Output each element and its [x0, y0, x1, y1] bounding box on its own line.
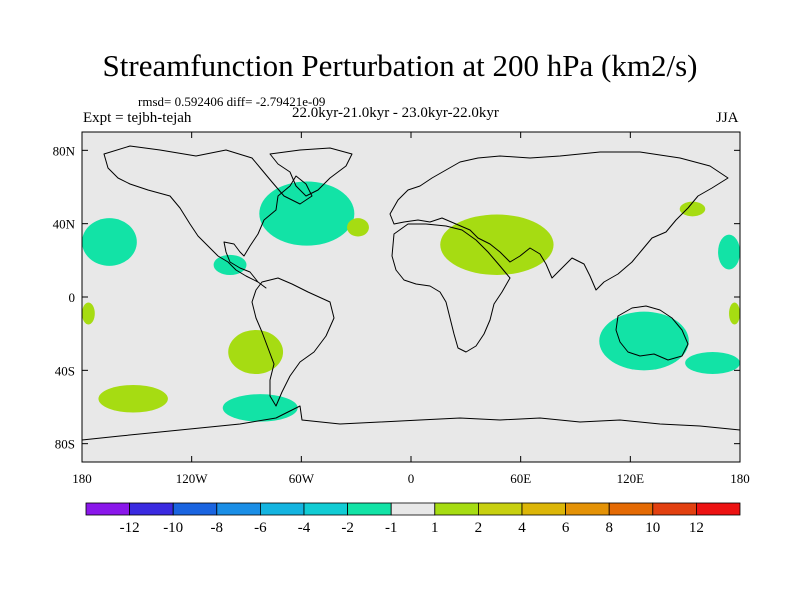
colorbar-swatch — [390, 502, 436, 516]
rmsd-label: rmsd= 0.592406 diff= -2.79421e-09 — [138, 94, 326, 109]
colorbar-label: 4 — [518, 520, 526, 536]
x-tick-label: 120W — [176, 471, 209, 486]
x-tick-label: 120E — [617, 471, 645, 486]
greenland-coast — [269, 147, 353, 197]
region-south-pacific — [98, 385, 168, 413]
colorbar-label: -10 — [163, 520, 183, 536]
region-mid-atlantic — [347, 218, 369, 237]
colorbar-swatch — [259, 502, 305, 516]
colorbar-swatch — [172, 502, 218, 516]
colorbar-label: 2 — [475, 520, 483, 536]
region-drake-passage — [222, 394, 298, 422]
region-west-pacific-dateline — [718, 234, 740, 270]
region-tasman-sea — [685, 352, 740, 374]
colorbar-swatch — [521, 502, 566, 516]
colorbar-swatch — [565, 502, 610, 516]
colorbar-label: 8 — [605, 520, 613, 536]
colorbar-label: -2 — [341, 520, 354, 536]
x-tick-label: 60E — [510, 471, 531, 486]
x-axis: 180 120W 60W 0 60E 120E 180 — [72, 132, 750, 486]
region-north-atlantic — [259, 181, 355, 246]
south-america-coast — [251, 277, 335, 407]
y-tick-label: 0 — [69, 290, 76, 305]
colorbar-label: -6 — [254, 520, 267, 536]
region-central-america — [213, 254, 247, 275]
region-australia — [599, 311, 689, 371]
x-tick-label: 180 — [72, 471, 92, 486]
colorbar-label: 12 — [689, 520, 704, 536]
colorbar-swatch — [477, 502, 523, 516]
perturbation-regions — [82, 181, 740, 422]
experiment-label: Expt = tejbh-tejah — [83, 110, 192, 126]
colorbar-label: 10 — [645, 520, 660, 536]
colorbar-label: -1 — [385, 520, 398, 536]
season-label: JJA — [716, 110, 739, 126]
colorbar-label: 6 — [562, 520, 570, 536]
y-tick-label: 40S — [55, 363, 75, 378]
colorbar-swatch — [129, 502, 174, 516]
region-equatorial-dateline-east — [729, 302, 740, 325]
region-north-pacific-east — [82, 218, 137, 266]
colorbar-label: -4 — [298, 520, 311, 536]
region-east-of-japan — [679, 201, 706, 217]
x-tick-label: 60W — [289, 471, 315, 486]
region-equatorial-dateline-west — [82, 302, 95, 325]
eurasia-coast — [389, 151, 729, 291]
region-mediterranean-middle-east — [440, 214, 554, 275]
colorbar-swatch — [434, 502, 479, 516]
y-axis: 80N 40N 0 40S 80S — [53, 143, 740, 452]
colorbar-swatch — [652, 502, 697, 516]
y-tick-label: 80N — [53, 143, 76, 158]
australia-coast — [615, 305, 689, 361]
colorbar-label: 1 — [431, 520, 439, 536]
map-background — [82, 132, 740, 462]
colorbar-label: -8 — [211, 520, 224, 536]
x-tick-label: 180 — [730, 471, 750, 486]
region-southeast-pacific — [228, 330, 284, 374]
colorbar-swatch — [347, 502, 392, 516]
period-label: 22.0kyr-21.0kyr - 23.0kyr-22.0kyr — [292, 105, 499, 121]
antarctica-coast — [81, 405, 741, 441]
colorbar: -12 -10 -8 -6 -4 -2 -1 1 2 4 6 8 10 12 — [85, 502, 741, 536]
colorbar-swatch — [85, 502, 130, 516]
colorbar-swatch — [608, 502, 654, 516]
north-america-coast — [103, 145, 313, 289]
colorbar-swatch — [303, 502, 348, 516]
chart-title: Streamfunction Perturbation at 200 hPa (… — [102, 48, 698, 83]
africa-coast — [391, 223, 511, 353]
y-tick-label: 40N — [53, 217, 76, 232]
colorbar-label: -12 — [120, 520, 140, 536]
colorbar-swatch — [696, 502, 741, 516]
colorbar-swatch — [216, 502, 261, 516]
x-tick-label: 0 — [408, 471, 415, 486]
coastlines — [81, 145, 741, 441]
y-tick-label: 80S — [55, 437, 75, 452]
